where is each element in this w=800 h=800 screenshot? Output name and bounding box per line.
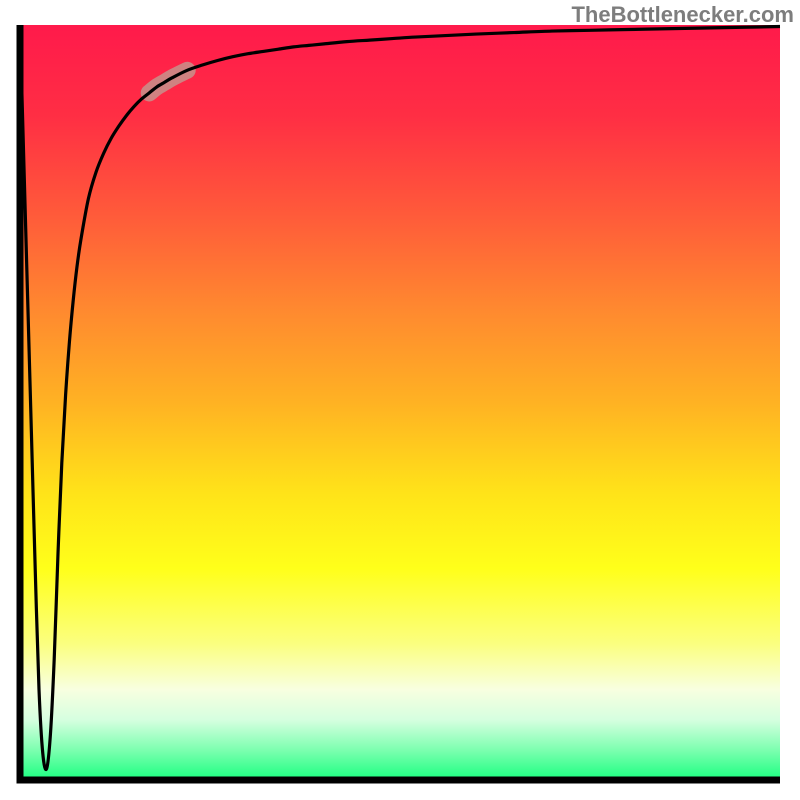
plot-background bbox=[20, 25, 780, 780]
bottleneck-chart bbox=[0, 0, 800, 800]
watermark-text: TheBottlenecker.com bbox=[571, 2, 794, 28]
chart-container: { "watermark": { "text": "TheBottlenecke… bbox=[0, 0, 800, 800]
